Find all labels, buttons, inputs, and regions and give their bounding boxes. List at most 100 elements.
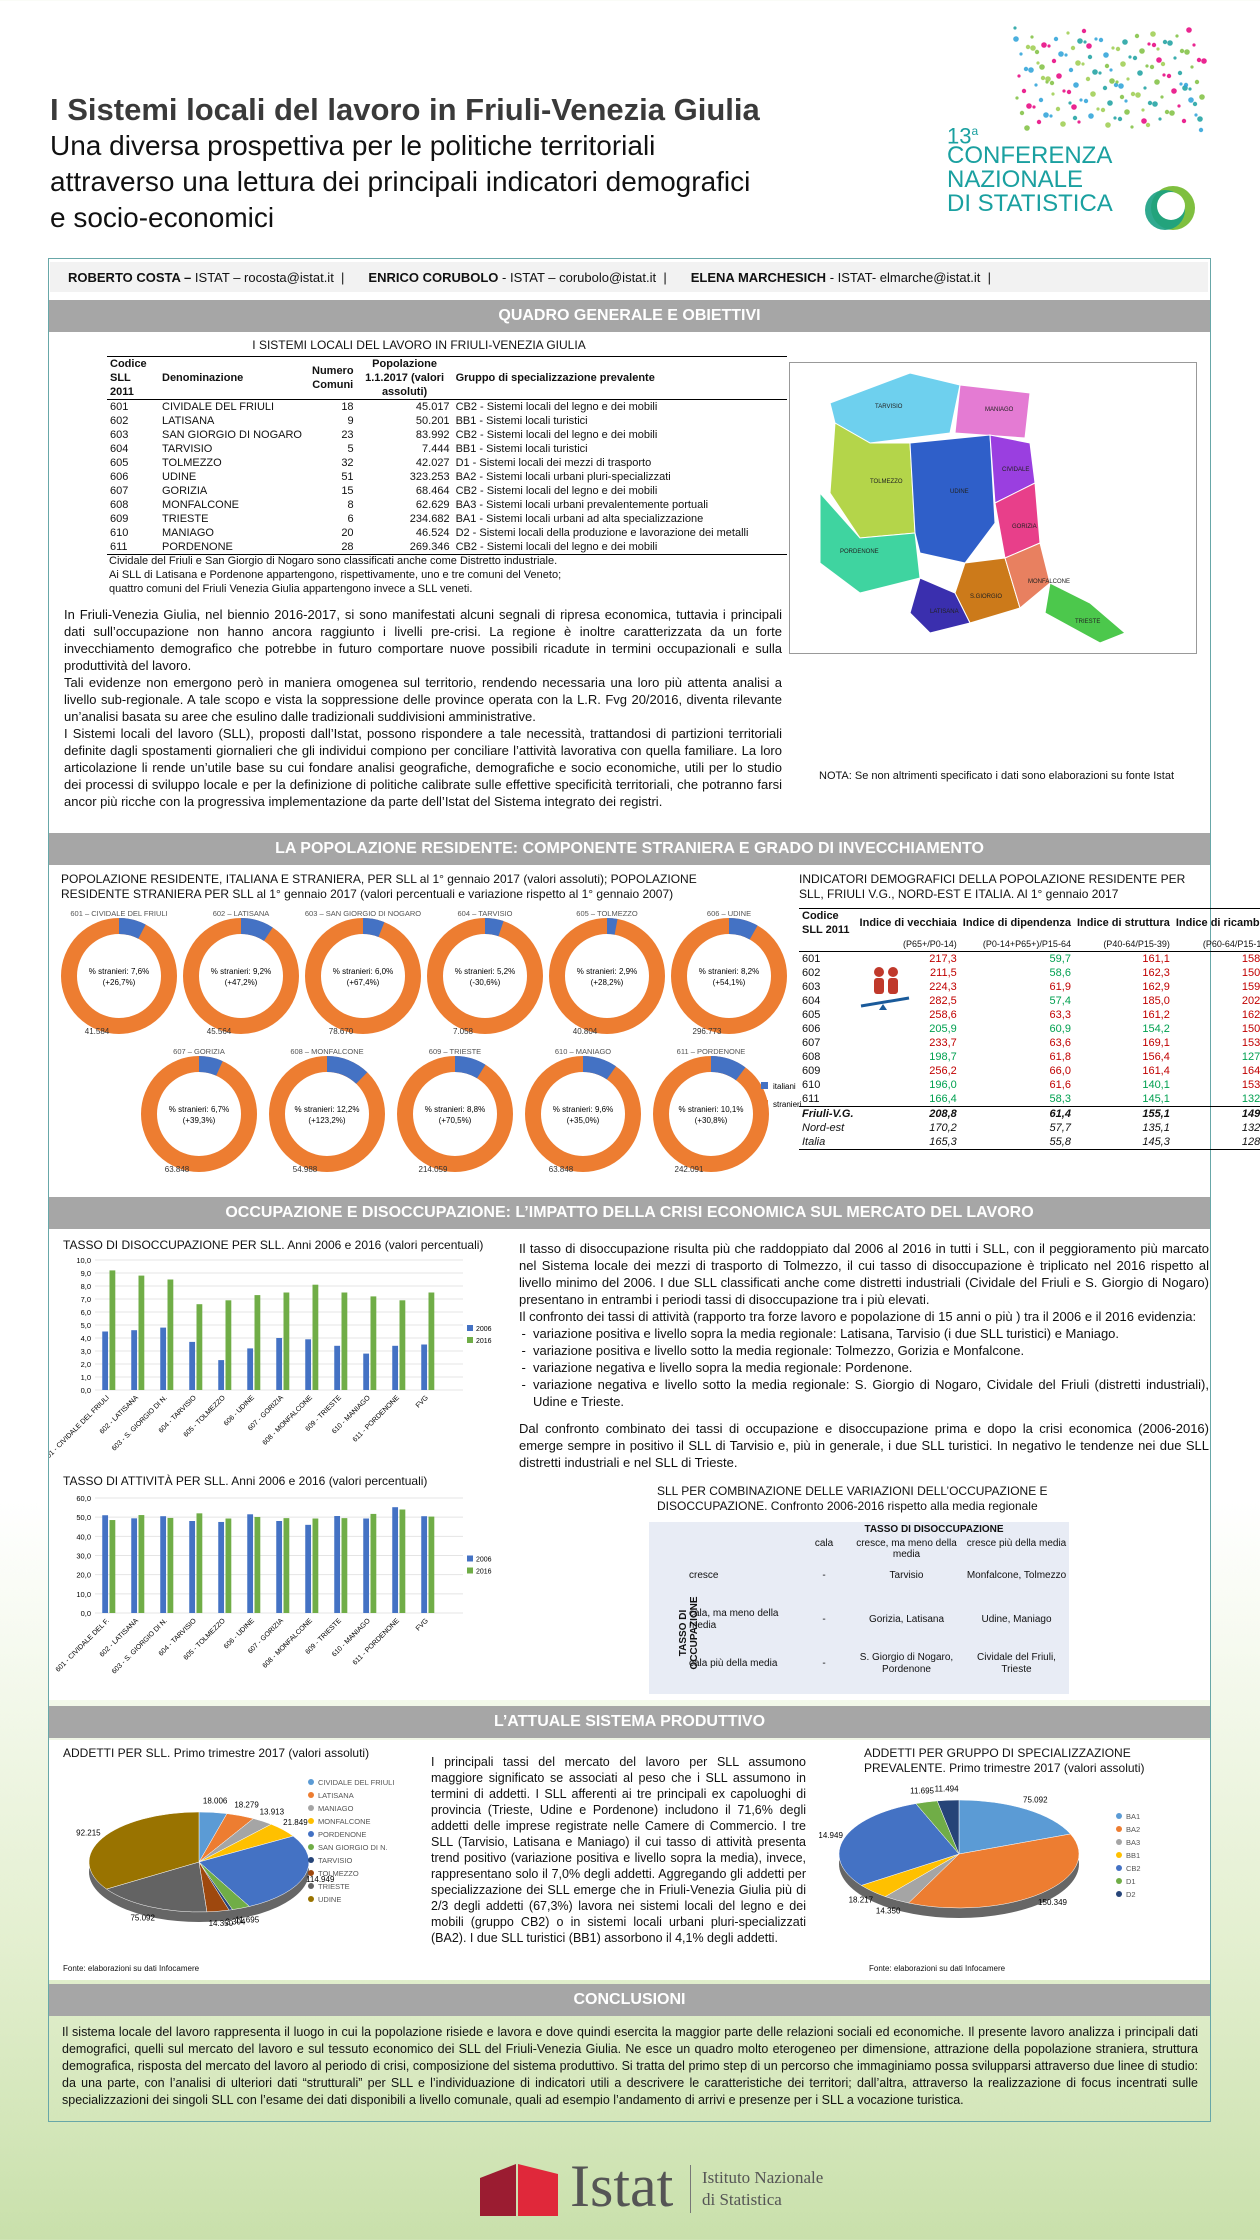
dot: [1156, 57, 1162, 63]
legend-label: CB2: [1126, 1864, 1141, 1873]
bar-2016: [283, 1292, 290, 1390]
table-cell: CB2 - Sistemi locali del legno e dei mob…: [455, 401, 658, 413]
dot: [1047, 44, 1051, 48]
table-cell: CB2 - Sistemi locali del legno e dei mob…: [455, 429, 658, 441]
legend-label: TARVISIO: [318, 1856, 352, 1865]
table-cell: Nord-est: [802, 1122, 845, 1134]
dot: [1171, 88, 1177, 94]
bar-2006: [305, 1524, 312, 1613]
table-cell: 61,6: [1049, 1079, 1071, 1091]
legend-label: italiani: [773, 1082, 796, 1091]
donut-italiani-arc: [397, 1056, 513, 1172]
legend-swatch: [467, 1337, 473, 1343]
dot: [1087, 54, 1093, 60]
dot: [1179, 48, 1185, 54]
indicators-title: INDICATORI DEMOGRAFICI DELLA POPOLAZIONE…: [799, 872, 1186, 901]
table-cell: Italia: [802, 1136, 826, 1148]
donut-stranieri-arc: [183, 918, 299, 1034]
legend-swatch: [308, 1857, 314, 1863]
legend-label: BA3: [1126, 1838, 1140, 1847]
combo-cell: S. Giorgio di Nogaro, Pordenone: [859, 1652, 954, 1675]
table-cell: 9: [347, 415, 354, 427]
table-cell: 135,1: [1142, 1122, 1170, 1134]
donut-stranieri-arc: [549, 918, 665, 1034]
y-tick-label: 8,0: [81, 1282, 91, 1291]
table-cell: 61,4: [1049, 1108, 1071, 1120]
table-cell: TARVISIO: [162, 443, 213, 455]
activity-chart-title: TASSO DI ATTIVITÀ PER SLL. Anni 2006 e 2…: [63, 1474, 428, 1488]
y-tick-label: 9,0: [81, 1269, 91, 1278]
dot: [1147, 42, 1151, 46]
dot: [1137, 70, 1143, 76]
donut-label-var: (+39,3%): [183, 1116, 216, 1125]
dot: [1068, 67, 1074, 73]
unemployment-chart-title: TASSO DI DISOCCUPAZIONE PER SLL. Anni 20…: [63, 1238, 484, 1252]
dot: [1088, 113, 1094, 119]
pie-value-label: 92.215: [76, 1828, 101, 1837]
dot: [1030, 35, 1034, 39]
dot: [1177, 70, 1183, 76]
table-cell: 159,3: [1241, 981, 1260, 993]
table-cell: 169,1: [1142, 1037, 1170, 1049]
section-4-title: L’ATTUALE SISTEMA PRODUTTIVO: [49, 1706, 1210, 1738]
pie1-title: ADDETTI PER SLL. Primo trimestre 2017 (v…: [63, 1746, 370, 1760]
combo-cell: Gorizia, Latisana: [868, 1614, 945, 1625]
dot: [1173, 56, 1177, 60]
donut-italiani-arc: [305, 918, 421, 1034]
poster-subtitle-1: Una diversa prospettiva per le politiche…: [50, 130, 656, 161]
donut-title: 604 – TARVISIO: [457, 909, 512, 918]
table-cell: 205,9: [929, 1023, 957, 1035]
donut-value-label: 41.584: [85, 1027, 110, 1036]
dot: [1192, 101, 1198, 107]
dot: [1075, 60, 1081, 66]
pie2-title: ADDETTI PER GRUPPO DI SPECIALIZZAZIONE P…: [864, 1746, 1145, 1775]
donut-label-var: (+47,2%): [225, 978, 258, 987]
table-cell: 7.444: [422, 443, 450, 455]
legend-swatch: [1116, 1891, 1122, 1897]
donut-label: % stranieri: 5,2%: [455, 967, 515, 976]
table-cell: 165,3: [929, 1136, 957, 1148]
legend-swatch: [308, 1883, 314, 1889]
bar-2006: [421, 1344, 428, 1390]
bar-2006: [392, 1345, 399, 1390]
dot: [1194, 113, 1198, 117]
map-label: CIVIDALE: [1002, 467, 1029, 473]
map-label: PORDENONE: [840, 549, 879, 555]
pie-slice: [88, 1811, 200, 1890]
dot: [1147, 100, 1153, 106]
legend-swatch: [1116, 1865, 1122, 1871]
dot: [1041, 42, 1047, 48]
bar-2006: [218, 1360, 225, 1390]
dot: [1066, 89, 1072, 95]
legend-swatch: [308, 1831, 314, 1837]
donut-label-var: (+30,8%): [695, 1116, 728, 1125]
dot: [1098, 71, 1102, 75]
table-row: 610 MANIAGO 20 46.524 D2 - Sistemi locali de…: [107, 526, 787, 540]
legend-swatch: [308, 1896, 314, 1902]
dot: [1081, 28, 1087, 34]
legend-label: 2006: [476, 1326, 492, 1333]
table-cell: 602: [110, 415, 129, 427]
map-label: TOLMEZZO: [870, 479, 903, 485]
donut-label-var: (+54,1%): [713, 978, 746, 987]
y-tick-label: 20,0: [76, 1571, 91, 1580]
bar-2016: [370, 1296, 377, 1390]
bar-2016: [312, 1284, 319, 1390]
dot: [1083, 40, 1087, 44]
table-cell: MANIAGO: [162, 527, 214, 539]
donut-title: 605 – TOLMEZZO: [576, 909, 638, 918]
table-cell: 155,1: [1142, 1108, 1170, 1120]
y-tick-label: 1,0: [81, 1373, 91, 1382]
bar-2006: [363, 1518, 370, 1613]
table-cell: 68.464: [415, 485, 450, 497]
dot: [1184, 49, 1190, 55]
dot: [1115, 80, 1119, 84]
table-row: 603 SAN GIORGIO DI NOGARO 23 83.992 CB2 - Si…: [107, 428, 787, 442]
pie-value-label: 11.695: [910, 1786, 934, 1795]
sll-map: TARVISIO TOLMEZZO UDINE MANIAGO CIVIDALE PORD…: [789, 362, 1197, 654]
dot: [1039, 64, 1045, 70]
table-cell: 256,2: [929, 1065, 957, 1077]
legend-swatch: [1116, 1878, 1122, 1884]
bar-2016: [254, 1295, 261, 1390]
